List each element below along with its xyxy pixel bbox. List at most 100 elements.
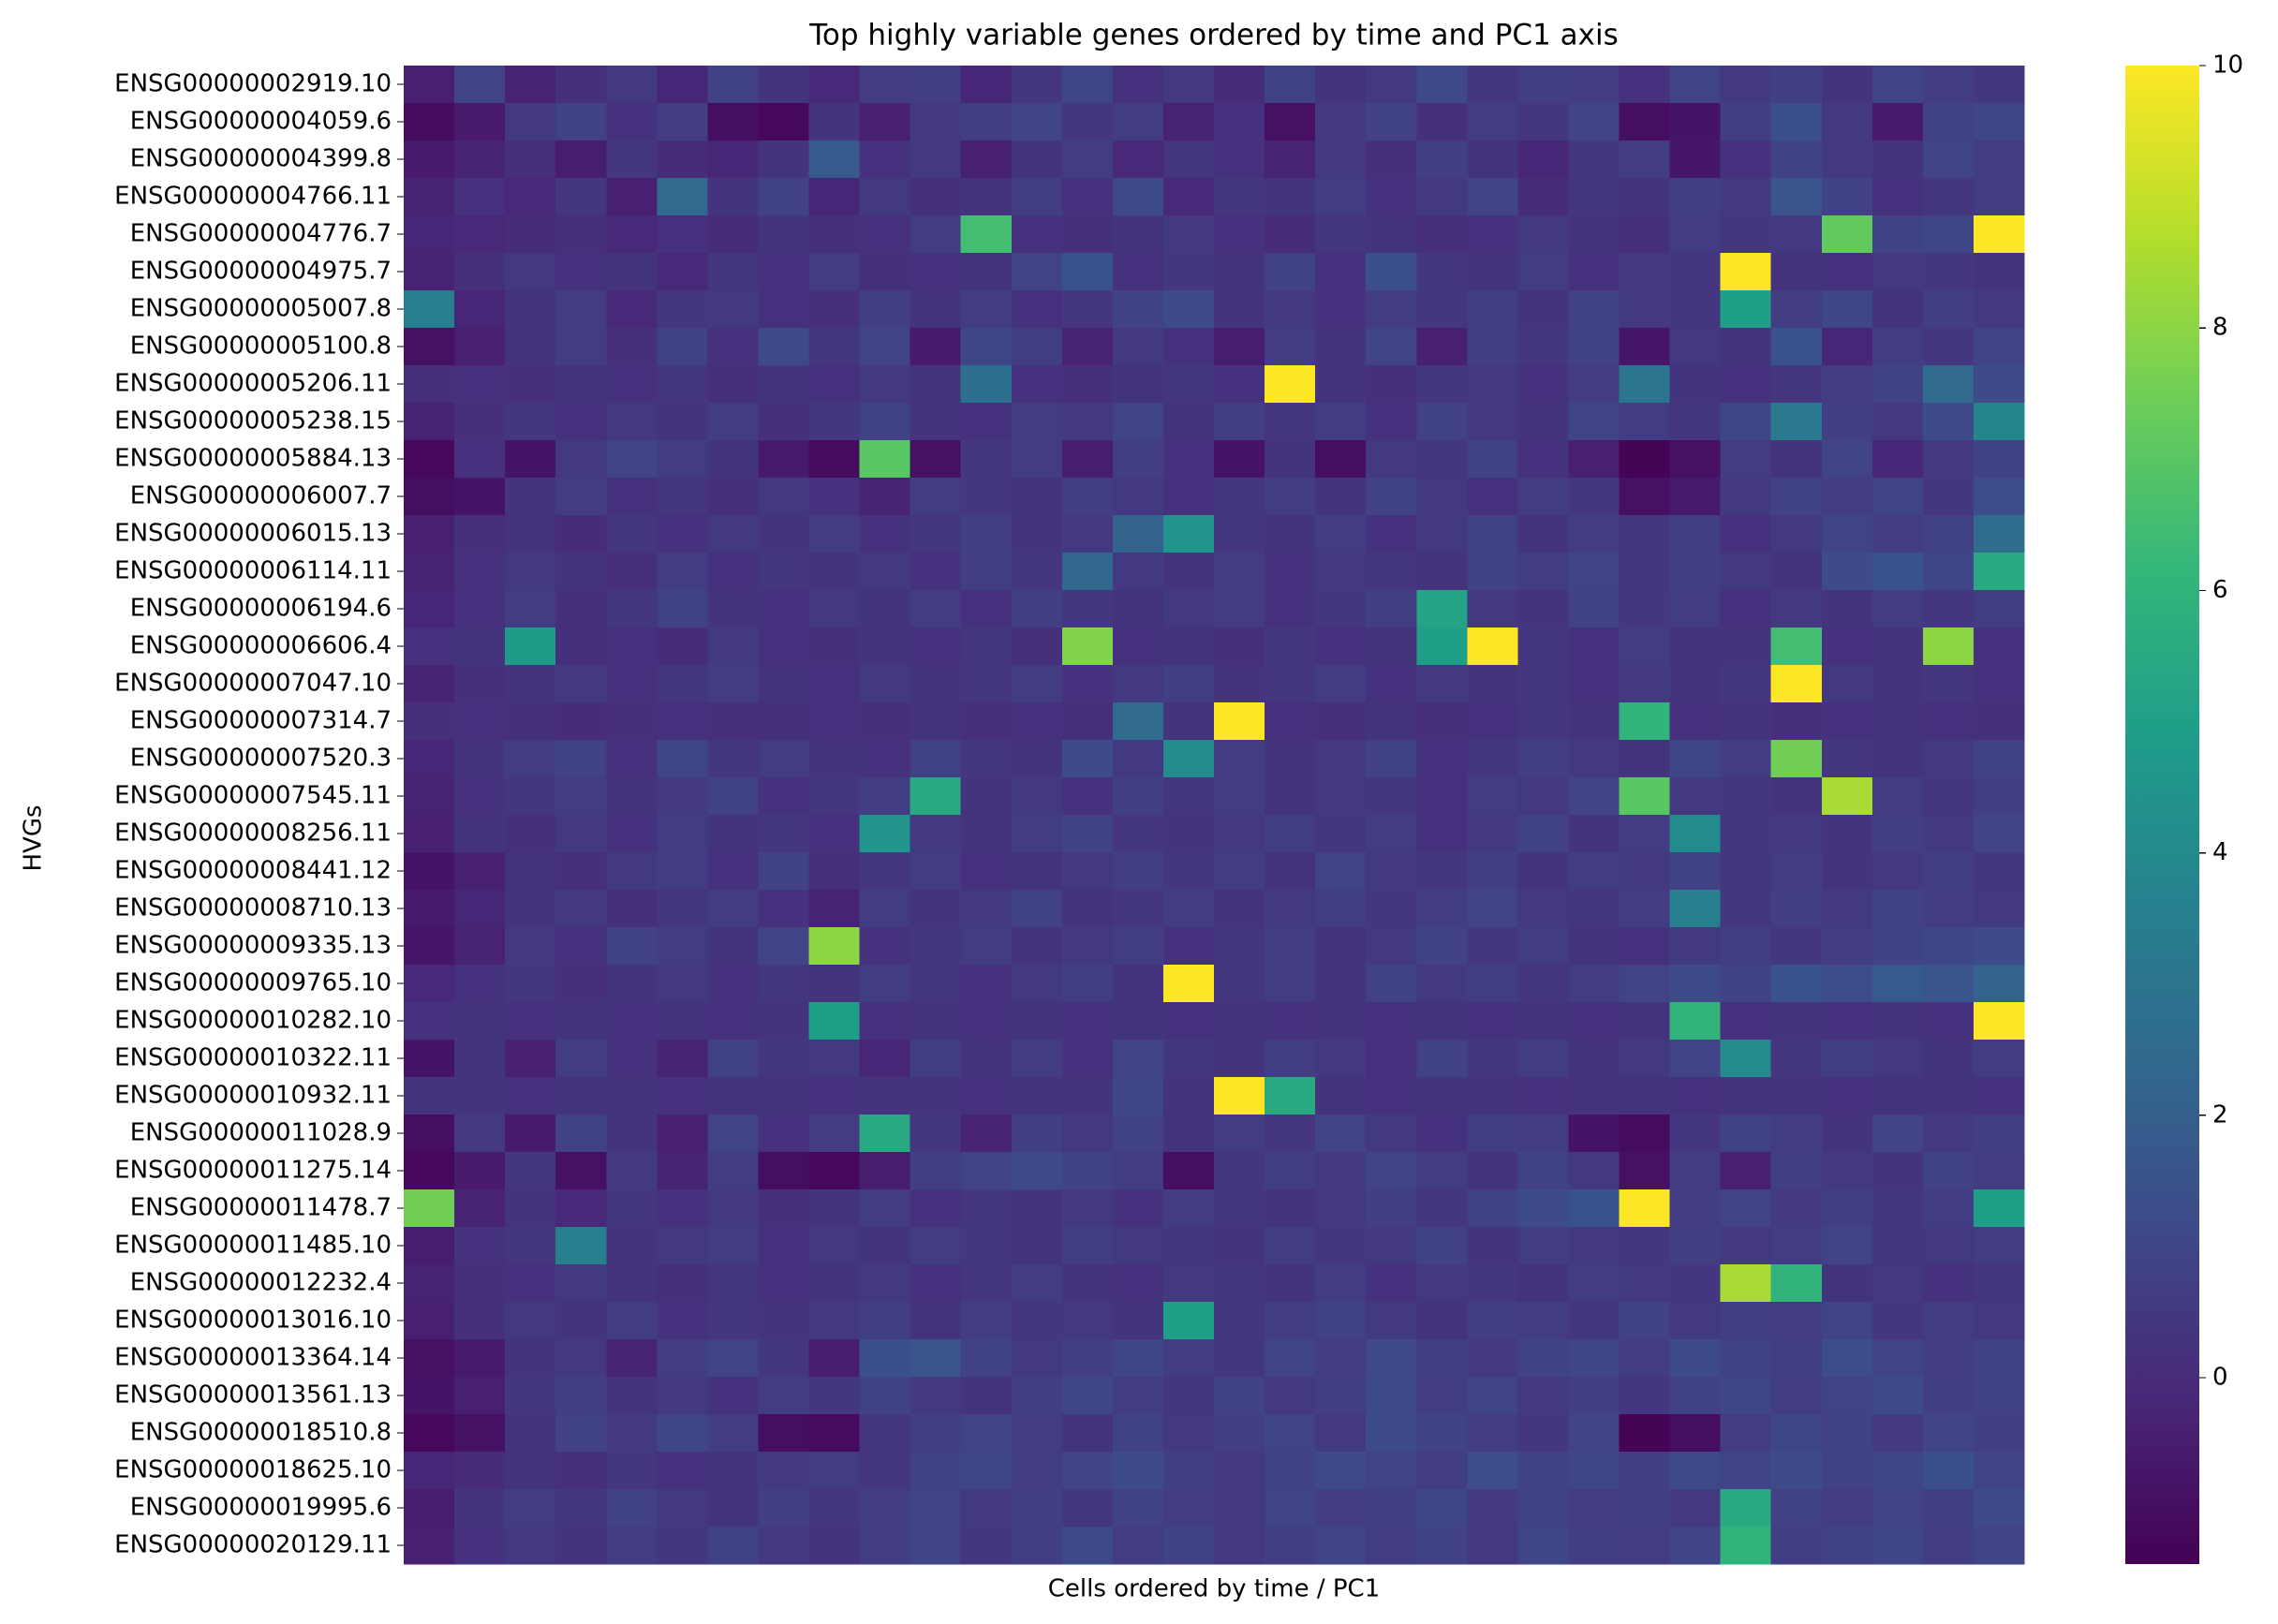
heatmap-cell [657, 1452, 708, 1490]
heatmap-cell [707, 1040, 760, 1078]
heatmap-cell [1568, 178, 1620, 216]
heatmap-cell [1821, 66, 1873, 104]
heatmap-cell [1112, 365, 1164, 404]
heatmap-cell [1568, 1414, 1620, 1453]
heatmap-cell [1265, 140, 1316, 179]
heatmap-cell [1973, 1414, 2025, 1453]
heatmap-cell [707, 328, 760, 366]
heatmap-cell [758, 590, 810, 628]
heatmap-cell [1011, 1527, 1063, 1565]
heatmap-cell [1112, 890, 1164, 928]
heatmap-cell [1619, 815, 1671, 853]
heatmap-cell [910, 103, 962, 141]
heatmap-cell [1214, 1302, 1265, 1340]
heatmap-cell [1669, 66, 1722, 104]
heatmap-cell [1366, 1264, 1417, 1303]
heatmap-cell [758, 66, 810, 104]
heatmap-cell [606, 1227, 658, 1265]
heatmap-cell [1315, 1489, 1367, 1528]
heatmap-cell [505, 403, 556, 441]
heatmap-cell [454, 253, 506, 291]
heatmap-cell [1821, 215, 1873, 254]
heatmap-cell [1416, 178, 1468, 216]
heatmap-cell [454, 1040, 506, 1078]
heatmap-cell [1315, 553, 1367, 591]
heatmap-cell [555, 590, 607, 628]
heatmap-cell [454, 66, 506, 104]
heatmap-cell [707, 178, 760, 216]
heatmap-cell [1011, 815, 1063, 853]
heatmap-cell [505, 328, 556, 366]
heatmap-cell [606, 1452, 658, 1490]
heatmap-cell [404, 777, 455, 816]
heatmap-cell [1871, 1077, 1924, 1115]
heatmap-cell [1770, 478, 1823, 516]
y-tick-label: ENSG00000010282.10 [114, 1007, 392, 1035]
heatmap-cell [1061, 740, 1114, 778]
heatmap-cell [1265, 1452, 1316, 1490]
heatmap-cell [1871, 815, 1924, 853]
heatmap-cell [555, 328, 607, 366]
heatmap-cell [960, 740, 1013, 778]
heatmap-cell [1416, 440, 1468, 479]
heatmap-cell [1669, 178, 1722, 216]
heatmap-cell [1922, 103, 1975, 141]
heatmap-cell [1619, 328, 1671, 366]
heatmap-cell [1720, 1302, 1772, 1340]
heatmap-cell [1973, 290, 2025, 329]
heatmap-cell [1871, 1115, 1924, 1153]
heatmap-cell [1366, 590, 1417, 628]
heatmap-cell [1568, 1115, 1620, 1153]
heatmap-cell [758, 1002, 810, 1041]
heatmap-cell [1619, 66, 1671, 104]
heatmap-cell [404, 290, 455, 329]
heatmap-cell [1619, 1152, 1671, 1190]
heatmap-cell [859, 1115, 911, 1153]
heatmap-cell [960, 1002, 1013, 1041]
heatmap-cell [808, 215, 861, 254]
heatmap-cell [1821, 1002, 1873, 1041]
heatmap-cell [1669, 815, 1722, 853]
heatmap-cell [1112, 1002, 1164, 1041]
heatmap-cell [1112, 965, 1164, 1003]
heatmap-cell [1720, 1189, 1772, 1228]
heatmap-cell [1619, 1339, 1671, 1378]
heatmap-cell [606, 590, 658, 628]
heatmap-cell [1770, 103, 1823, 141]
heatmap-cell [505, 590, 556, 628]
heatmap-cell [1871, 140, 1924, 179]
heatmap-cell [910, 890, 962, 928]
heatmap-cell [1517, 1077, 1570, 1115]
heatmap-cell [707, 1452, 760, 1490]
heatmap-cell [1162, 1377, 1215, 1415]
heatmap-cell [1112, 1264, 1164, 1303]
heatmap-cell [1315, 1527, 1367, 1565]
heatmap-cell [404, 1339, 455, 1378]
heatmap-cell [1265, 777, 1316, 816]
heatmap-cell [606, 1002, 658, 1041]
heatmap-cell [454, 627, 506, 666]
heatmap-cell [555, 1002, 607, 1041]
heatmap-cell [960, 403, 1013, 441]
heatmap-cell [808, 253, 861, 291]
heatmap-cell [606, 927, 658, 966]
heatmap-cell [1770, 777, 1823, 816]
heatmap-cell [808, 365, 861, 404]
heatmap-cell [1061, 1377, 1114, 1415]
heatmap-cell [1871, 440, 1924, 479]
heatmap-cell [960, 1264, 1013, 1303]
heatmap-cell [1619, 777, 1671, 816]
heatmap-cell [555, 103, 607, 141]
heatmap-cell [1922, 1264, 1975, 1303]
heatmap-cell [1770, 1527, 1823, 1565]
heatmap-cell [1720, 1264, 1772, 1303]
heatmap-cell [1720, 215, 1772, 254]
heatmap-cell [1112, 740, 1164, 778]
heatmap-cell [1770, 1189, 1823, 1228]
heatmap-cell [808, 815, 861, 853]
heatmap-cell [1517, 1152, 1570, 1190]
heatmap-cell [859, 1527, 911, 1565]
heatmap-cell [1770, 553, 1823, 591]
heatmap-cell [1214, 215, 1265, 254]
heatmap-cell [1112, 328, 1164, 366]
